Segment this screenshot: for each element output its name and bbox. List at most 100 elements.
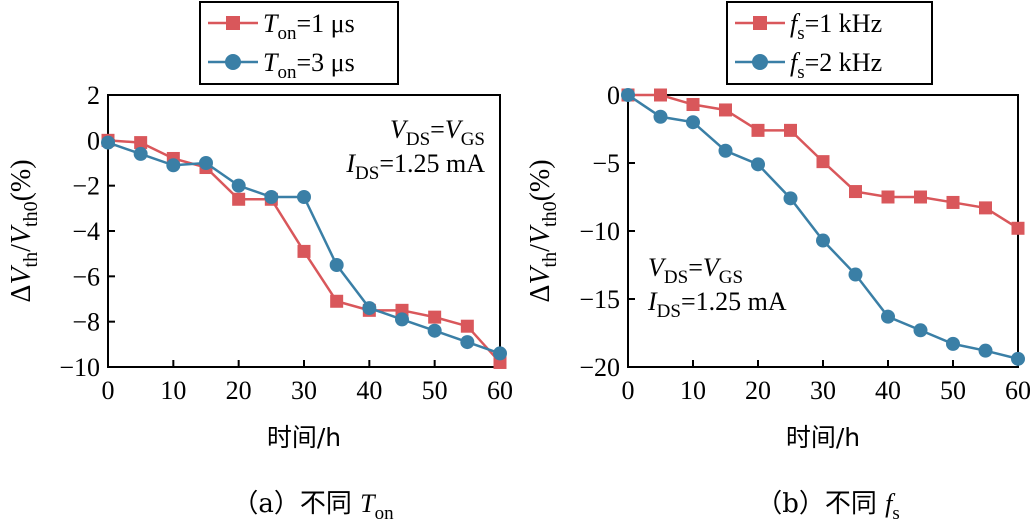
data-point (329, 258, 344, 272)
y-tick-label: −15 (579, 285, 620, 314)
data-point (751, 123, 765, 137)
annotation-condition: VDS=VGS (390, 115, 485, 150)
data-point (232, 192, 246, 206)
data-point (719, 103, 732, 117)
chart-a: 0 10 20 30 40 50 6020−2−4−6−8−10时间/hΔVth/Vth0(… (6, 1, 513, 523)
legend-marker (225, 54, 241, 70)
data-point (428, 310, 442, 324)
data-point (979, 201, 992, 215)
data-point (653, 109, 668, 124)
data-point (946, 336, 960, 351)
subfigure-caption: （b）不同 fs (756, 489, 900, 523)
annotation-current: IDS=1.25 mA (345, 149, 485, 184)
y-axis-label: ΔVth/Vth0(%) (525, 159, 561, 302)
data-point (460, 335, 475, 350)
legend-box (726, 1, 933, 85)
annotation-condition: VDS=VGS (648, 253, 743, 288)
data-point (751, 157, 765, 172)
y-tick-label: −20 (579, 353, 620, 382)
data-point (1011, 221, 1025, 235)
x-tick-label: 20 (745, 376, 771, 405)
y-tick-label: −10 (579, 217, 620, 246)
data-point (816, 233, 830, 248)
y-tick-label: 0 (87, 126, 100, 155)
data-point (460, 319, 474, 333)
data-point (718, 143, 733, 158)
data-point (654, 88, 667, 102)
x-axis-label: 时间/h (786, 423, 860, 452)
x-tick-label: 10 (160, 376, 186, 405)
x-axis-label: 时间/h (267, 423, 341, 452)
data-point (330, 294, 344, 308)
x-tick-label: 40 (356, 376, 382, 405)
y-tick-label: 2 (87, 81, 100, 110)
data-point (297, 190, 311, 204)
data-point (133, 146, 148, 161)
x-tick-label: 0 (102, 376, 115, 405)
data-point (166, 158, 181, 173)
y-axis-label: ΔVth/Vth0(%) (6, 159, 42, 302)
data-point (493, 346, 507, 361)
x-tick-label: 40 (875, 376, 901, 405)
y-tick-label: −2 (72, 172, 100, 201)
legend-marker (752, 54, 768, 70)
x-tick-label: 50 (422, 376, 448, 405)
legend-marker (226, 16, 240, 30)
legend-label: Ton=1 μs (263, 9, 355, 44)
data-point (134, 136, 148, 150)
series-2 (101, 135, 507, 361)
y-tick-label: −8 (72, 308, 100, 337)
legend: Ton=1 μs Ton=3 μs (199, 1, 399, 85)
data-point (686, 98, 700, 112)
annotation-current: IDS=1.25 mA (647, 287, 787, 322)
x-tick-label: 50 (940, 376, 966, 405)
y-tick-label: −4 (72, 217, 100, 246)
data-point (231, 178, 246, 193)
data-point (881, 309, 895, 324)
legend-label: fs=1 kHz (790, 9, 882, 44)
x-tick-label: 30 (291, 376, 317, 405)
y-tick-label: 0 (607, 81, 620, 110)
data-point (264, 190, 279, 204)
data-point (978, 343, 993, 358)
data-point (101, 135, 115, 150)
series-line (627, 93, 1019, 361)
data-point (946, 195, 960, 209)
legend: fs=1 kHz fs=2 kHz (726, 1, 933, 85)
y-tick-label: −10 (59, 353, 100, 382)
data-point (362, 301, 377, 316)
y-tick-label: −5 (592, 149, 620, 178)
data-point (913, 323, 928, 338)
data-point (783, 191, 798, 206)
plot-frame (627, 94, 1019, 368)
data-point (848, 267, 863, 282)
x-tick-label: 30 (810, 376, 836, 405)
data-point (1011, 351, 1025, 366)
x-tick-label: 20 (226, 376, 252, 405)
data-point (914, 190, 927, 204)
data-point (849, 185, 862, 199)
chart-b: 0 10 20 30 40 50 60 0 −5 −10 −15 −20 时间/h ΔVth/Vth0(%… (525, 1, 1031, 523)
legend-box (199, 1, 399, 85)
x-tick-label: 10 (680, 376, 706, 405)
data-point (881, 190, 895, 204)
data-point (427, 323, 442, 338)
data-point (297, 244, 311, 258)
data-point (199, 156, 213, 170)
legend-marker (753, 16, 767, 30)
series-1 (621, 88, 1025, 235)
y-tick-label: −6 (72, 262, 100, 291)
x-tick-label: 60 (487, 376, 513, 405)
data-point (395, 312, 409, 327)
subfigure-caption: （a）不同 Ton (232, 489, 394, 523)
x-tick-label: 0 (622, 376, 635, 405)
data-point (784, 123, 797, 137)
legend-label: Ton=3 μs (263, 48, 355, 83)
data-point (686, 115, 700, 130)
legend-label: fs=2 kHz (790, 48, 882, 83)
series-2 (621, 88, 1025, 366)
x-tick-label: 60 (1005, 376, 1031, 405)
data-point (816, 155, 830, 169)
data-point (621, 88, 635, 102)
